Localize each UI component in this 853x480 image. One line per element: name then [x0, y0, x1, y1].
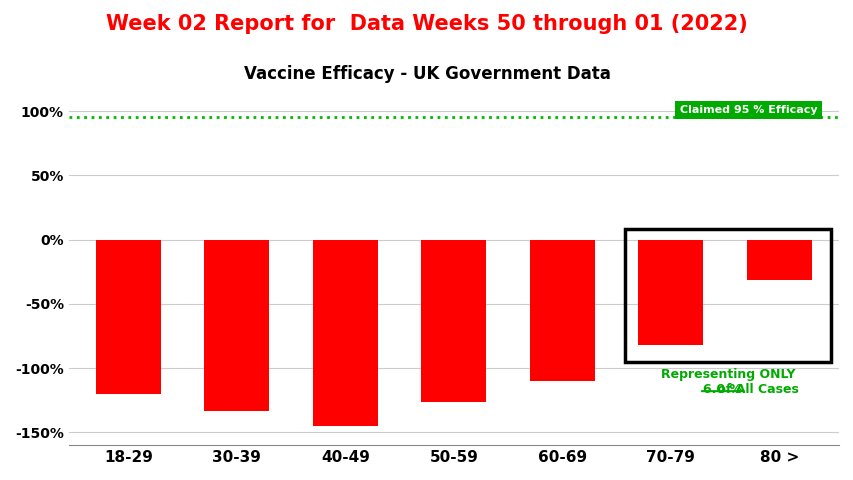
Text: -81.79%: -81.79% [643, 328, 697, 341]
Text: -119.91%: -119.91% [97, 377, 160, 390]
Text: -144.79%: -144.79% [314, 409, 376, 422]
Text: 6.0 %: 6.0 % [703, 384, 741, 396]
Bar [204, 240, 270, 410]
Text: -133.08%: -133.08% [206, 394, 268, 407]
Bar [637, 240, 703, 345]
Text: Week 02 Report for  Data Weeks 50 through 01 (2022): Week 02 Report for Data Weeks 50 through… [106, 14, 747, 35]
Text: Representing ONLY: Representing ONLY [660, 368, 795, 381]
Bar [96, 240, 160, 394]
Text: of All Cases: of All Cases [711, 384, 798, 396]
Bar [746, 240, 811, 280]
Text: -126.56%: -126.56% [422, 385, 485, 398]
Text: -109.75%: -109.75% [531, 364, 593, 377]
Text: -31.26%: -31.26% [751, 263, 805, 276]
Text: Vaccine Efficacy - UK Government Data: Vaccine Efficacy - UK Government Data [243, 65, 610, 83]
Text: Claimed 95 % Efficacy: Claimed 95 % Efficacy [679, 105, 816, 115]
Bar [421, 240, 486, 402]
Bar [529, 240, 595, 381]
Bar [312, 240, 378, 426]
